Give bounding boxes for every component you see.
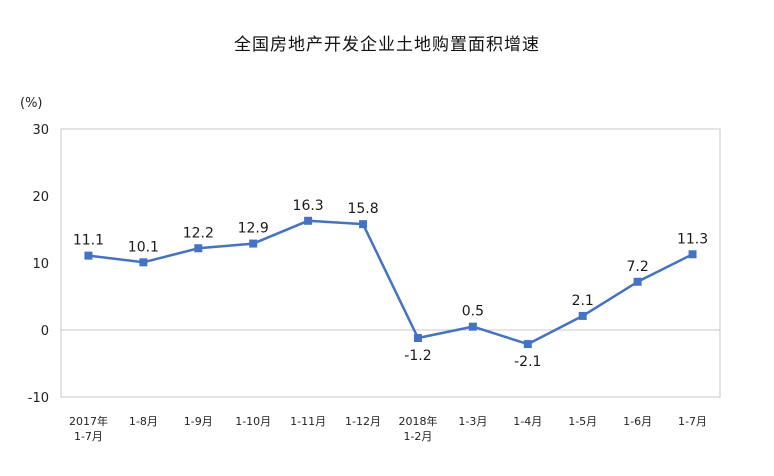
data-labels: 11.1 10.1 12.2 12.9 16.3 15.8 -1.2 0.5 -2.1 2.1 7.… — [73, 198, 708, 370]
data-label: 11.3 — [677, 231, 708, 247]
data-point-marker — [578, 311, 587, 320]
y-tick-label: 30 — [32, 123, 49, 138]
y-tick-label: 0 — [41, 324, 49, 339]
data-point-marker — [523, 340, 532, 349]
data-label: 15.8 — [347, 201, 378, 217]
data-label: -2.1 — [514, 354, 541, 370]
x-tick-label: 1-8月 — [129, 415, 158, 428]
x-tick-label: 1-2月 — [403, 430, 432, 443]
plot-area-frame — [60, 128, 721, 398]
data-point-marker — [633, 277, 642, 286]
x-tick-label: 1-9月 — [184, 415, 213, 428]
x-tick-label: 1-7月 — [74, 430, 103, 443]
x-tick-label: 1-5月 — [568, 415, 597, 428]
data-label: 7.2 — [626, 259, 648, 275]
data-label: 11.1 — [73, 233, 104, 249]
x-tick-label: 1-4月 — [513, 415, 542, 428]
y-tick-label: 20 — [32, 190, 49, 205]
x-tick-label: 1-6月 — [623, 415, 652, 428]
data-point-marker — [304, 216, 313, 225]
chart-title: 全国房地产开发企业土地购置面积增速 — [234, 35, 540, 55]
data-point-marker — [413, 334, 422, 343]
x-tick-label: 1-11月 — [290, 415, 326, 428]
data-point-markers — [84, 216, 697, 349]
data-label: 0.5 — [462, 304, 484, 320]
data-point-marker — [139, 258, 148, 267]
data-point-marker — [359, 220, 368, 229]
y-tick-label: 10 — [32, 257, 49, 272]
x-tick-label: 1-3月 — [458, 415, 487, 428]
x-axis-ticks: 2017年 1-7月 1-8月 1-9月 1-10月 1-11月 1-12月 2018年 1-2… — [69, 414, 707, 443]
x-tick-label: 2017年 — [69, 414, 108, 428]
data-point-marker — [468, 322, 477, 331]
x-tick-label: 2018年 — [398, 414, 437, 428]
x-tick-label: 1-7月 — [678, 415, 707, 428]
x-tick-label: 1-12月 — [345, 415, 381, 428]
data-label: 10.1 — [128, 239, 159, 255]
data-point-marker — [84, 251, 93, 260]
data-label: 12.2 — [183, 225, 214, 241]
y-tick-label: -10 — [28, 391, 49, 406]
data-label: 16.3 — [293, 198, 324, 214]
y-axis-unit-label: (%) — [20, 96, 43, 111]
y-axis-ticks: 30 20 10 0 -10 — [28, 123, 49, 406]
data-label: -1.2 — [404, 348, 431, 364]
data-point-marker — [194, 244, 203, 253]
series-line — [88, 219, 694, 346]
data-label: 12.9 — [238, 221, 269, 237]
x-tick-label: 1-10月 — [235, 415, 271, 428]
data-point-marker — [249, 239, 258, 248]
data-point-marker — [688, 250, 697, 259]
data-label: 2.1 — [572, 293, 594, 309]
